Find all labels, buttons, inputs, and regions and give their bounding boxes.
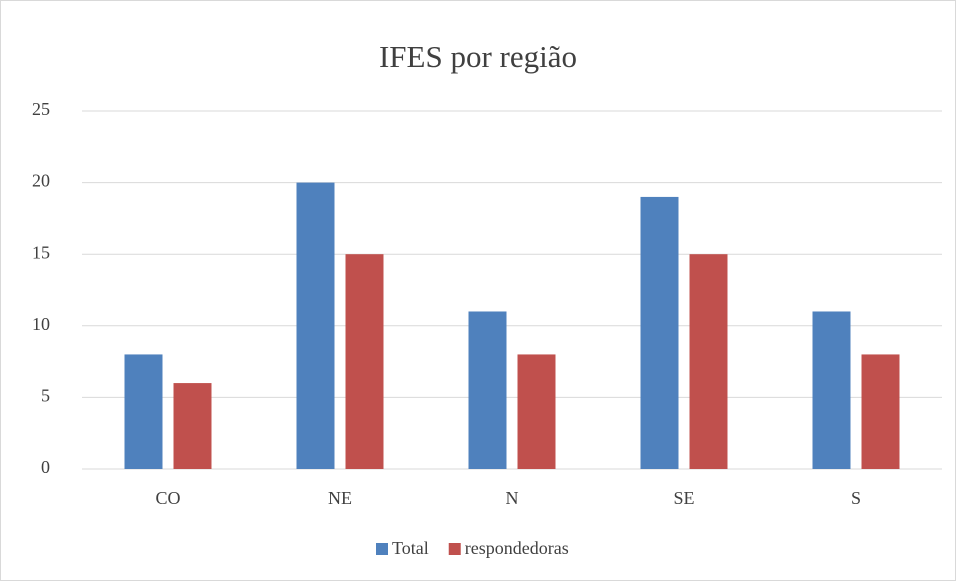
y-tick-label: 0: [41, 457, 50, 477]
bar: [689, 254, 728, 469]
bar: [173, 383, 212, 469]
x-tick-label: N: [506, 488, 519, 508]
legend-swatch: [376, 543, 388, 555]
bar: [468, 311, 507, 469]
x-tick-label: SE: [673, 488, 694, 508]
x-tick-label: NE: [328, 488, 352, 508]
legend-label: Total: [392, 538, 429, 558]
y-tick-label: 25: [32, 99, 50, 119]
bar: [124, 354, 163, 469]
legend-label: respondedoras: [465, 538, 569, 558]
y-tick-label: 15: [32, 242, 50, 262]
bar: [345, 254, 384, 469]
x-tick-label: S: [851, 488, 861, 508]
x-tick-label: CO: [155, 488, 180, 508]
bar: [296, 182, 335, 469]
bar: [812, 311, 851, 469]
bar: [517, 354, 556, 469]
bar: [861, 354, 900, 469]
chart-title: IFES por região: [379, 39, 577, 74]
y-tick-label: 10: [32, 314, 50, 334]
legend-swatch: [448, 543, 461, 555]
y-tick-label: 5: [41, 386, 50, 406]
y-tick-label: 20: [32, 171, 50, 191]
bar: [640, 196, 679, 470]
